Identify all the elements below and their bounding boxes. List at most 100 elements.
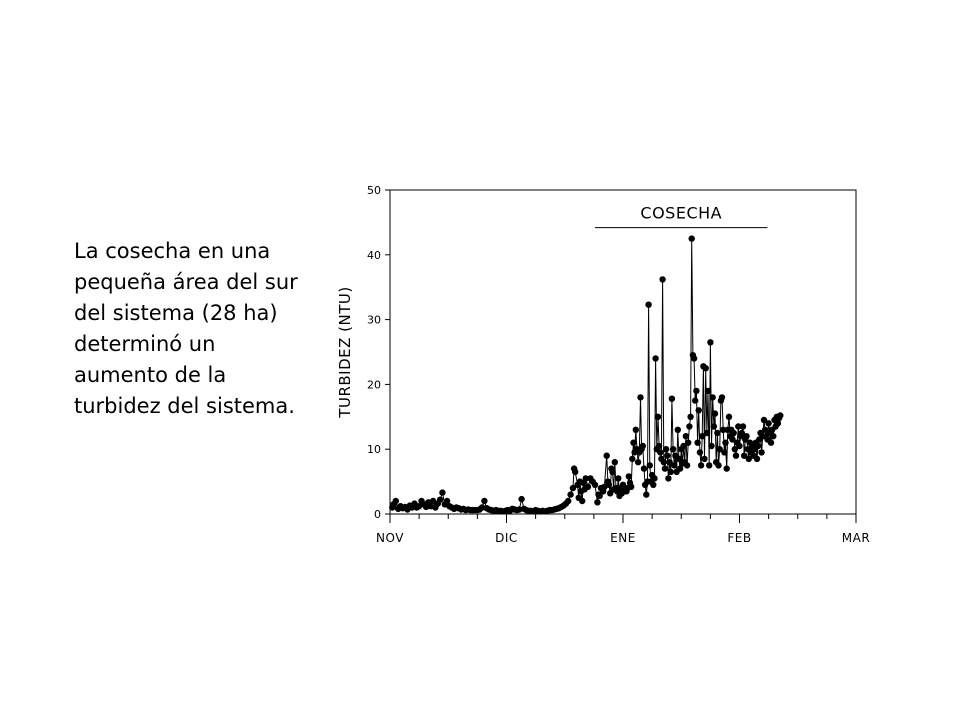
- data-point: [706, 462, 713, 469]
- x-tick-label-feb: FEB: [727, 531, 751, 545]
- y-axis-ticks: 0 10 20 30 40 50: [367, 184, 390, 521]
- x-tick-label-nov: NOV: [376, 531, 404, 545]
- data-point: [722, 439, 729, 446]
- data-point: [760, 416, 768, 424]
- x-tick-label-mar: MAR: [842, 531, 870, 545]
- series-line: [391, 238, 781, 512]
- data-point: [723, 465, 730, 472]
- data-point: [596, 492, 603, 500]
- data-point: [695, 407, 702, 414]
- cosecha-label: COSECHA: [640, 204, 722, 223]
- y-axis-title: TURBIDEZ (NTU): [336, 286, 354, 418]
- data-point: [655, 442, 663, 450]
- data-point: [567, 491, 574, 498]
- data-point: [634, 459, 642, 466]
- y-tick-label: 40: [367, 249, 381, 262]
- data-point: [708, 442, 715, 450]
- data-point: [630, 439, 637, 446]
- data-point: [741, 452, 748, 459]
- data-point: [745, 455, 752, 463]
- data-point: [639, 442, 646, 450]
- y-tick-label: 20: [367, 378, 381, 391]
- data-point: [710, 423, 718, 430]
- data-point: [565, 497, 572, 505]
- y-tick-label: 10: [367, 443, 381, 456]
- data-point: [640, 465, 648, 472]
- data-point: [569, 484, 577, 492]
- data-point: [729, 436, 736, 443]
- y-tick-label: 50: [367, 184, 381, 197]
- data-point: [777, 412, 784, 419]
- data-point: [654, 413, 662, 420]
- data-point: [481, 497, 488, 505]
- x-tick-label-ene: ENE: [610, 531, 636, 545]
- data-point: [692, 397, 699, 404]
- data-point: [754, 442, 762, 450]
- data-point: [675, 455, 683, 463]
- data-point: [662, 446, 670, 453]
- data-point: [605, 481, 613, 488]
- data-point: [579, 497, 586, 505]
- data-point: [686, 423, 693, 430]
- data-point: [637, 394, 644, 401]
- data-point: [584, 483, 592, 490]
- data-point: [765, 420, 772, 427]
- data-point: [732, 452, 740, 459]
- data-point: [609, 468, 616, 476]
- data-point: [632, 426, 639, 433]
- data-point: [591, 481, 599, 488]
- data-point: [429, 497, 437, 505]
- data-point: [645, 301, 652, 308]
- data-point: [730, 429, 737, 437]
- data-point: [761, 426, 769, 433]
- data-point: [572, 468, 579, 476]
- annotations: COSECHA: [595, 204, 768, 229]
- data-point: [643, 491, 650, 498]
- data-point: [518, 495, 525, 503]
- data-point: [718, 394, 726, 401]
- data-point: [703, 429, 711, 437]
- data-point: [685, 439, 692, 446]
- data-point: [753, 455, 761, 463]
- y-tick-label: 0: [374, 508, 381, 521]
- data-point: [594, 499, 601, 506]
- data-point: [697, 462, 705, 469]
- data-point: [683, 462, 691, 469]
- data-point: [671, 462, 678, 469]
- data-point: [661, 465, 669, 472]
- data-point: [690, 355, 698, 362]
- data-point: [693, 387, 700, 395]
- data-point: [696, 449, 704, 456]
- y-tick-label: 30: [367, 314, 381, 327]
- data-point: [739, 423, 747, 430]
- data-point: [665, 475, 672, 482]
- data-point: [664, 452, 671, 459]
- data-point: [704, 387, 712, 395]
- data-point: [667, 468, 674, 476]
- data-series: [389, 235, 784, 515]
- data-point: [603, 452, 610, 459]
- data-point: [721, 449, 728, 456]
- data-point: [629, 455, 636, 463]
- data-point: [615, 475, 622, 482]
- data-point: [443, 497, 451, 505]
- data-point: [439, 489, 446, 496]
- data-point: [646, 462, 653, 469]
- data-point: [582, 475, 589, 482]
- data-point: [709, 394, 716, 401]
- data-point: [478, 504, 486, 511]
- data-point: [668, 395, 676, 402]
- data-point: [392, 497, 399, 505]
- data-point: [699, 433, 706, 440]
- data-point: [660, 459, 667, 466]
- data-point: [767, 439, 775, 446]
- plot-frame: [389, 189, 857, 515]
- x-axis-ticks: NOV DIC ENE FEB MAR: [376, 514, 870, 545]
- data-point: [674, 426, 681, 433]
- data-point: [701, 455, 708, 463]
- data-point: [774, 420, 782, 427]
- data-point: [758, 449, 765, 456]
- data-point: [436, 496, 444, 503]
- data-point: [770, 433, 777, 440]
- data-point: [694, 439, 701, 446]
